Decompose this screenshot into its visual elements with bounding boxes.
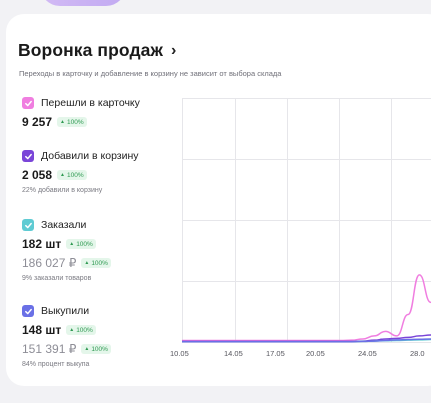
checkbox-cart[interactable] xyxy=(22,150,34,162)
growth-badge: ▲ 100% xyxy=(57,170,87,180)
metric-value: 2 058 xyxy=(22,168,53,182)
funnel-line-chart[interactable] xyxy=(182,96,431,346)
check-icon xyxy=(24,308,32,314)
growth-badge: ▲ 100% xyxy=(66,239,96,249)
badge-text: 100% xyxy=(66,118,84,126)
arrow-up-icon: ▲ xyxy=(84,346,90,352)
x-axis-labels: 10.05 14.05 17.05 20.05 24.05 28.0 xyxy=(0,349,431,361)
x-tick-label: 20.05 xyxy=(306,349,325,358)
badge-text: 100% xyxy=(66,171,84,179)
metric-value: 182 шт xyxy=(22,237,62,251)
metric-label: Добавили в корзину xyxy=(41,150,139,162)
growth-badge: ▲ 100% xyxy=(57,117,87,127)
card-header[interactable]: Воронка продаж › xyxy=(18,40,176,61)
metric-label: Заказали xyxy=(41,219,87,231)
arrow-up-icon: ▲ xyxy=(69,327,75,333)
x-tick-label: 14.05 xyxy=(224,349,243,358)
badge-text: 100% xyxy=(91,259,108,267)
series-line-3 xyxy=(182,338,431,343)
x-tick-label: 10.05 xyxy=(170,349,189,358)
chevron-right-icon[interactable]: › xyxy=(171,41,177,59)
decorative-blob xyxy=(40,0,126,6)
checkbox-views[interactable] xyxy=(22,97,34,109)
sales-funnel-card xyxy=(6,14,431,386)
arrow-up-icon: ▲ xyxy=(69,241,75,247)
metric-label: Перешли в карточку xyxy=(41,97,140,109)
arrow-up-icon: ▲ xyxy=(60,119,65,125)
growth-badge: ▲ 100% xyxy=(66,325,96,335)
checkbox-buyouts[interactable] xyxy=(22,305,34,317)
metric-label: Выкупили xyxy=(41,305,90,317)
metric-note: 9% заказали товаров xyxy=(22,275,92,282)
badge-text: 100% xyxy=(91,345,108,353)
x-tick-label: 28.0 xyxy=(410,349,425,358)
metric-value: 148 шт xyxy=(22,323,62,337)
metric-card-orders: Заказали 182 шт ▲ 100% 186 027 ₽ ▲ 100% 9%… xyxy=(22,218,111,282)
metric-value-rub: 186 027 ₽ xyxy=(22,256,77,270)
growth-badge: ▲ 100% xyxy=(81,258,111,268)
checkbox-orders[interactable] xyxy=(22,219,34,231)
x-tick-label: 17.05 xyxy=(266,349,285,358)
metric-value: 9 257 xyxy=(22,115,53,129)
subtitle: Переходы в карточку и добавление в корзи… xyxy=(19,69,282,78)
badge-text: 100% xyxy=(76,326,93,334)
metric-card-cart: Добавили в корзину 2 058 ▲ 100% 22% добав… xyxy=(22,149,139,194)
check-icon xyxy=(24,222,32,228)
growth-badge: ▲ 100% xyxy=(81,344,111,354)
arrow-up-icon: ▲ xyxy=(60,172,65,178)
x-tick-label: 24.05 xyxy=(358,349,377,358)
check-icon xyxy=(24,100,32,106)
metric-note: 84% процент выкупа xyxy=(22,361,90,368)
metric-value-rub: 151 391 ₽ xyxy=(22,342,77,356)
arrow-up-icon: ▲ xyxy=(84,260,90,266)
series-line-0 xyxy=(182,274,431,342)
metric-note: 22% добавили в корзину xyxy=(22,187,103,194)
badge-text: 100% xyxy=(76,240,93,248)
metric-card-views: Перешли в карточку 9 257 ▲ 100% xyxy=(22,96,140,129)
check-icon xyxy=(24,153,32,159)
metric-card-buyouts: Выкупили 148 шт ▲ 100% 151 391 ₽ ▲ 100% 84… xyxy=(22,304,111,368)
page-title: Воронка продаж xyxy=(18,40,163,60)
